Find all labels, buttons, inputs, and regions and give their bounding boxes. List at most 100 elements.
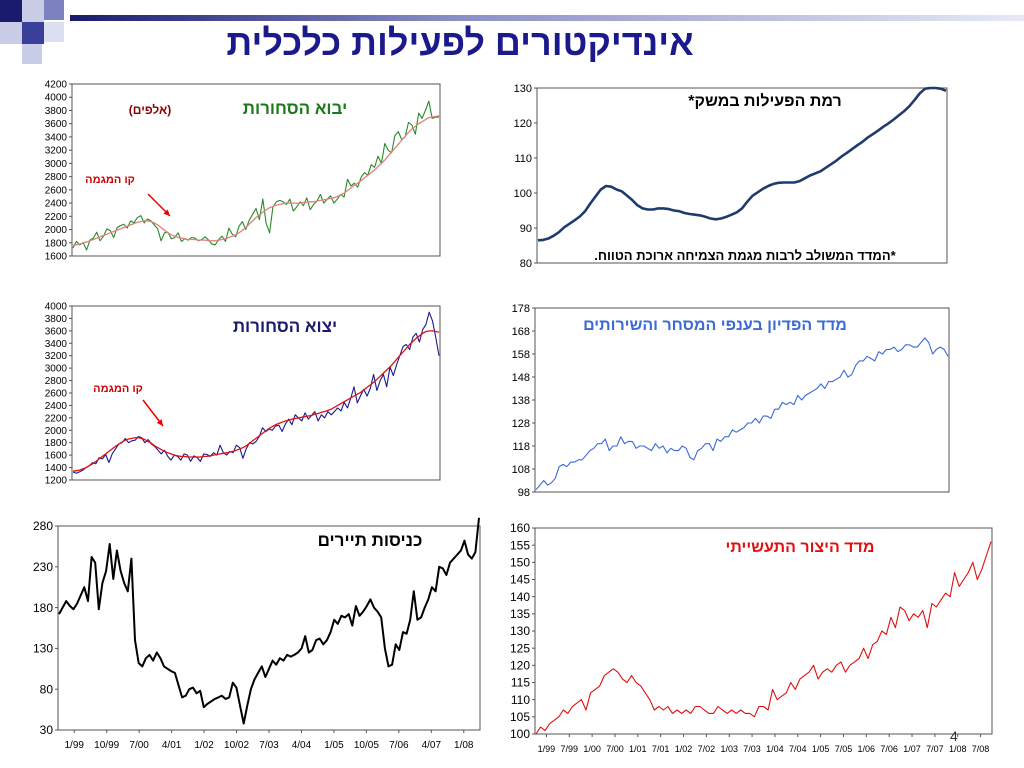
y-tick-label: 3000 bbox=[45, 364, 68, 375]
exports-actual-line bbox=[72, 311, 440, 474]
x-tick-label: 1/04 bbox=[766, 744, 784, 754]
y-tick-label: 130 bbox=[514, 83, 532, 95]
y-tick-label: 3400 bbox=[45, 339, 68, 350]
x-tick-label: 1/06 bbox=[858, 744, 876, 754]
y-tick-label: 180 bbox=[33, 601, 53, 615]
annotation-arrow-head bbox=[156, 419, 163, 426]
x-tick-label: 1/08 bbox=[949, 744, 967, 754]
y-tick-label: 80 bbox=[40, 682, 54, 696]
chart-title: רמת הפעילות במשק* bbox=[688, 92, 841, 110]
y-tick-label: 2400 bbox=[45, 199, 68, 210]
x-tick-label: 7/03 bbox=[259, 740, 279, 751]
trend-annotation: קו המגמה bbox=[85, 174, 135, 186]
y-tick-label: 280 bbox=[33, 519, 53, 533]
y-tick-label: 120 bbox=[510, 659, 530, 673]
corner-square-2 bbox=[22, 0, 44, 22]
x-tick-label: 10/02 bbox=[224, 740, 249, 751]
y-tick-label: 80 bbox=[520, 258, 532, 270]
x-tick-label: 7/05 bbox=[835, 744, 853, 754]
y-tick-label: 90 bbox=[520, 223, 532, 235]
y-tick-label: 130 bbox=[510, 624, 530, 638]
slide-title: אינדיקטורים לפעילות כלכלית bbox=[226, 22, 694, 63]
y-tick-label: 1600 bbox=[45, 252, 68, 263]
chart-title: מדד הפדיון בענפי המסחר והשירותים bbox=[583, 317, 847, 334]
y-tick-label: 115 bbox=[511, 676, 530, 690]
x-tick-label: 7/04 bbox=[789, 744, 807, 754]
y-tick-label: 145 bbox=[510, 573, 530, 587]
corner-square-6 bbox=[44, 22, 64, 42]
y-tick-label: 1800 bbox=[45, 238, 68, 249]
activity-chart: 80 90 100 110 120 130 רמת הפעילות במשק* *המדד ה… bbox=[495, 80, 995, 280]
x-tick-label: 1/00 bbox=[583, 744, 601, 754]
corner-square-4 bbox=[0, 22, 22, 44]
y-tick-label: 3000 bbox=[45, 159, 68, 170]
y-tick-label: 160 bbox=[510, 521, 530, 535]
chart-title: מדד היצור התעשייתי bbox=[726, 539, 875, 556]
y-tick-label: 2000 bbox=[45, 225, 68, 236]
imports-actual-line bbox=[72, 100, 439, 251]
x-tick-label: 1/05 bbox=[812, 744, 830, 754]
y-tick-label: 4000 bbox=[45, 302, 68, 313]
y-tick-label: 2600 bbox=[45, 389, 68, 400]
x-tick-label: 1/07 bbox=[903, 744, 921, 754]
x-tick-label: 1/02 bbox=[675, 744, 693, 754]
x-tick-label: 7/99 bbox=[561, 744, 579, 754]
y-tick-label: 230 bbox=[33, 560, 53, 574]
chart-subtitle: (אלפים) bbox=[129, 103, 171, 117]
y-tick-label: 2800 bbox=[45, 376, 68, 387]
page-number: 4 bbox=[950, 728, 958, 744]
imports-chart: 1600 1800 2000 2200 2400 2600 2800 3000 3200 3400… bbox=[30, 76, 486, 276]
x-tick-label: 7/08 bbox=[972, 744, 990, 754]
y-tick-label: 1200 bbox=[45, 476, 68, 487]
x-tick-label: 7/06 bbox=[389, 740, 409, 751]
x-tick-label: 1/08 bbox=[454, 740, 474, 751]
y-tick-label: 4200 bbox=[45, 80, 68, 91]
x-tick-label: 1/05 bbox=[324, 740, 344, 751]
corner-square-3 bbox=[44, 0, 64, 20]
exports-chart: 1200 1400 1600 1800 2000 2200 2400 2600 2800 3000… bbox=[30, 298, 486, 498]
plot-frame bbox=[534, 527, 993, 735]
x-tick-label: 10/05 bbox=[354, 740, 379, 751]
x-tick-label: 7/02 bbox=[698, 744, 716, 754]
x-tick-label: 4/07 bbox=[422, 740, 442, 751]
x-tick-label: 1/99 bbox=[64, 740, 84, 751]
y-tick-label: 2000 bbox=[45, 426, 68, 437]
y-tick-label: 3400 bbox=[45, 132, 68, 143]
y-tick-label: 130 bbox=[33, 642, 53, 656]
y-tick-label: 120 bbox=[514, 118, 532, 130]
y-tick-label: 118 bbox=[512, 441, 530, 453]
y-tick-label: 2800 bbox=[45, 172, 68, 183]
title-rule bbox=[70, 15, 1024, 21]
x-tick-label: 7/00 bbox=[606, 744, 624, 754]
trend-annotation: קו המגמה bbox=[93, 383, 143, 395]
y-tick-label: 100 bbox=[514, 188, 532, 200]
y-tick-label: 2600 bbox=[45, 185, 68, 196]
y-tick-label: 2200 bbox=[45, 413, 68, 424]
y-tick-label: 2400 bbox=[45, 401, 68, 412]
y-tick-label: 3600 bbox=[45, 119, 68, 130]
y-tick-label: 110 bbox=[514, 153, 532, 165]
y-tick-label: 105 bbox=[510, 710, 530, 724]
x-tick-label: 7/07 bbox=[926, 744, 944, 754]
x-tick-label: 7/00 bbox=[129, 740, 149, 751]
y-tick-label: 1600 bbox=[45, 451, 68, 462]
y-tick-label: 1800 bbox=[45, 438, 68, 449]
x-tick-label: 1/03 bbox=[720, 744, 738, 754]
y-tick-label: 150 bbox=[510, 556, 530, 570]
revenue-chart: 98 108 118 128 138 148 158 168 178 מדד הפדיון בענ… bbox=[495, 300, 995, 510]
chart-footnote: *המדד המשולב לרבות מגמת הצמיחה ארוכת הטו… bbox=[594, 248, 896, 263]
y-tick-label: 168 bbox=[512, 326, 530, 338]
x-tick-label: 4/01 bbox=[162, 740, 182, 751]
corner-square-1 bbox=[0, 0, 22, 22]
tourists-chart: 30 80 130 180 230 280 1/99 10/99 7/00 4/01 1/02 10/… bbox=[10, 517, 490, 760]
chart-title: כניסות תיירים bbox=[318, 531, 423, 550]
y-tick-label: 30 bbox=[40, 723, 54, 737]
y-tick-label: 3200 bbox=[45, 351, 68, 362]
y-tick-label: 108 bbox=[512, 464, 530, 476]
x-tick-label: 1/01 bbox=[629, 744, 647, 754]
exports-trend-line bbox=[72, 330, 440, 472]
imports-trend-line bbox=[72, 115, 440, 247]
x-tick-label: 1/02 bbox=[194, 740, 214, 751]
y-tick-label: 158 bbox=[512, 349, 530, 361]
y-tick-label: 3800 bbox=[45, 314, 68, 325]
